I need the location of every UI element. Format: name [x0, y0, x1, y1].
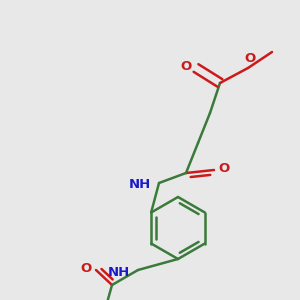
Text: NH: NH: [129, 178, 151, 191]
Text: O: O: [218, 161, 230, 175]
Text: O: O: [80, 262, 92, 275]
Text: NH: NH: [108, 266, 130, 278]
Text: O: O: [180, 59, 192, 73]
Text: O: O: [244, 52, 256, 64]
